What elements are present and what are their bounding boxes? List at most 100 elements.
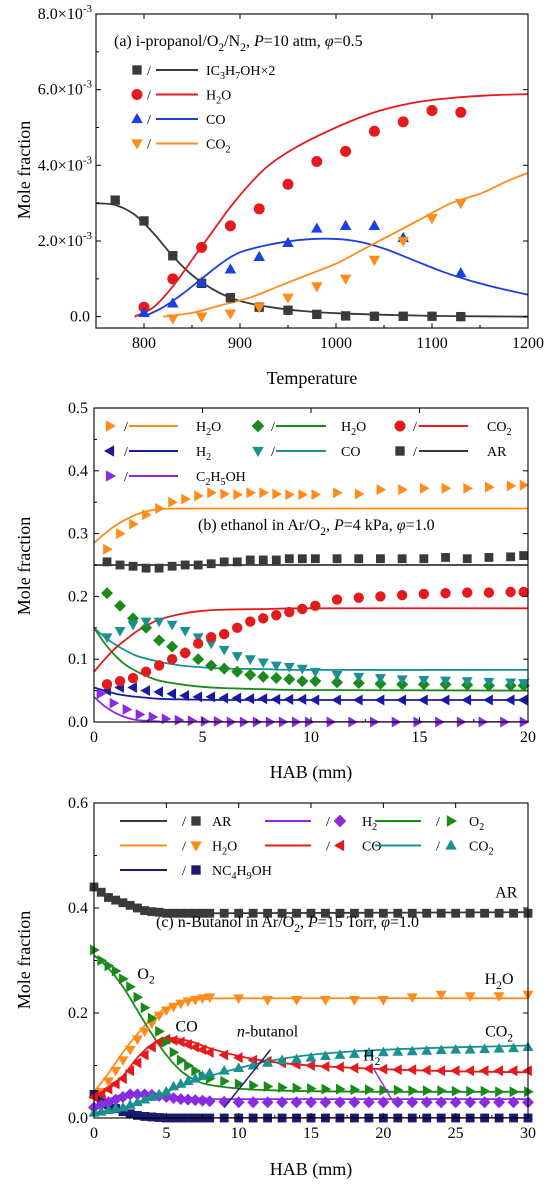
data-point-5-7 (140, 1002, 151, 1014)
data-point-4-35 (478, 1065, 489, 1077)
legend-item: / H2O (120, 840, 237, 858)
data-point-0-11 (246, 487, 256, 499)
data-point-3-32 (435, 1096, 448, 1109)
data-point-5-26 (350, 1084, 361, 1096)
legend-slash: / (326, 815, 330, 830)
legend-label: CO2 (206, 138, 231, 156)
x-tick-label: 20 (520, 729, 536, 746)
data-point-2-8 (368, 219, 381, 230)
data-point-4-34 (464, 1065, 475, 1077)
data-point-6-16 (310, 554, 320, 564)
data-point-0-17 (333, 487, 343, 499)
legend-slash: / (436, 815, 440, 830)
data-point-1-24 (483, 694, 493, 706)
legend-label: CO2 (487, 420, 512, 438)
legend-label: NC4H9OH (212, 864, 272, 882)
data-point-5-24 (321, 1083, 332, 1095)
y-axis-label: Mole fraction (14, 517, 34, 615)
legend: / H2O / H2 / C2H5OH / H2O / CO / CO2 / AR (103, 419, 512, 488)
data-point-6-8 (206, 559, 216, 569)
annotation-label: O2 (137, 966, 155, 987)
data-point-3-10 (455, 199, 467, 210)
legend-item: / H2O (251, 419, 366, 438)
data-point-1-6 (179, 690, 190, 702)
legend-marker (446, 815, 458, 827)
legend-label: H2 (196, 445, 211, 463)
data-point-5-21 (278, 1082, 288, 1094)
legend-item: / CO2 (131, 138, 231, 156)
data-point-6-8 (146, 1091, 158, 1101)
series-curve-co2-3 (163, 172, 528, 318)
data-point-1-2 (127, 682, 137, 693)
data-point-4-28 (377, 1063, 388, 1075)
data-point-2-0 (96, 688, 107, 700)
data-point-2-3 (135, 709, 146, 720)
series-markers-h2o-1 (138, 104, 467, 313)
data-point-4-13 (182, 1039, 192, 1050)
data-point-5-6 (133, 991, 144, 1003)
series-curve-h2o-1 (133, 93, 528, 318)
data-point-0-6 (132, 903, 142, 913)
data-point-5-6 (179, 647, 191, 659)
data-point-4-30 (406, 1064, 417, 1076)
data-point-3-14 (189, 1094, 202, 1107)
data-point-4-7 (192, 633, 204, 643)
legend-item: / AR (395, 445, 507, 460)
data-point-1-4 (124, 1045, 136, 1056)
data-point-0-28 (378, 908, 388, 918)
data-point-1-15 (204, 993, 216, 1003)
data-point-3-21 (276, 1096, 289, 1109)
chart-panel-b: 0 5 10 15 20 0.0 0.1 0.2 0.3 0.4 0.5 HAB (mm) Mole f… (14, 400, 536, 783)
data-point-0-6 (181, 493, 191, 505)
data-point-2-5 (282, 236, 294, 248)
annotation-label: H2O (485, 971, 514, 992)
data-point-6-24 (484, 553, 494, 562)
data-point-6-4 (117, 1101, 129, 1112)
legend-item: / O2 (375, 815, 484, 833)
data-point-3-17 (218, 1095, 231, 1108)
data-point-5-2 (127, 672, 139, 684)
legend-marker (131, 89, 143, 100)
data-point-5-34 (466, 1085, 476, 1097)
data-point-4-10 (231, 652, 243, 662)
data-point-6-5 (167, 561, 177, 571)
data-point-4-25 (334, 1061, 344, 1073)
data-point-3-24 (319, 1096, 332, 1109)
legend-marker (191, 865, 201, 875)
data-point-4-6 (179, 627, 191, 637)
data-point-0-20 (398, 484, 408, 496)
legend-marker (191, 816, 201, 826)
data-point-5-18 (234, 1078, 245, 1090)
y-tick-label: 8.0×10-3 (38, 3, 93, 23)
legend-item: / CO2 (394, 420, 512, 438)
data-point-0-9 (369, 311, 380, 321)
data-point-3-13 (270, 672, 283, 685)
data-point-0-31 (422, 908, 432, 918)
data-point-4-24 (319, 1061, 330, 1073)
legend-slash: / (182, 840, 186, 855)
data-point-3-1 (195, 312, 208, 323)
data-point-1-13 (270, 693, 281, 705)
data-point-5-12 (176, 1054, 187, 1066)
legend-slash: / (124, 470, 128, 485)
data-point-6-14 (284, 554, 294, 564)
data-point-2-4 (118, 1107, 128, 1117)
data-point-6-2 (128, 561, 138, 571)
data-point-0-30 (407, 908, 417, 918)
data-point-0-13 (183, 908, 193, 918)
legend-label: H2O (212, 840, 237, 858)
data-point-2-1 (109, 697, 120, 709)
legend-label: CO (206, 113, 225, 128)
y-tick-label: 0.5 (68, 400, 88, 417)
data-point-3-9 (218, 662, 231, 675)
data-point-1-5 (166, 688, 177, 700)
data-point-3-11 (167, 1092, 180, 1105)
data-point-1-8 (368, 125, 380, 137)
data-point-5-31 (422, 1085, 433, 1097)
data-point-4-4 (117, 1073, 127, 1085)
data-point-6-14 (189, 1072, 201, 1083)
data-point-0-15 (198, 908, 207, 918)
data-point-5-1 (97, 955, 107, 966)
data-point-6-27 (363, 1047, 375, 1057)
x-tick-label: 10 (231, 1125, 247, 1142)
